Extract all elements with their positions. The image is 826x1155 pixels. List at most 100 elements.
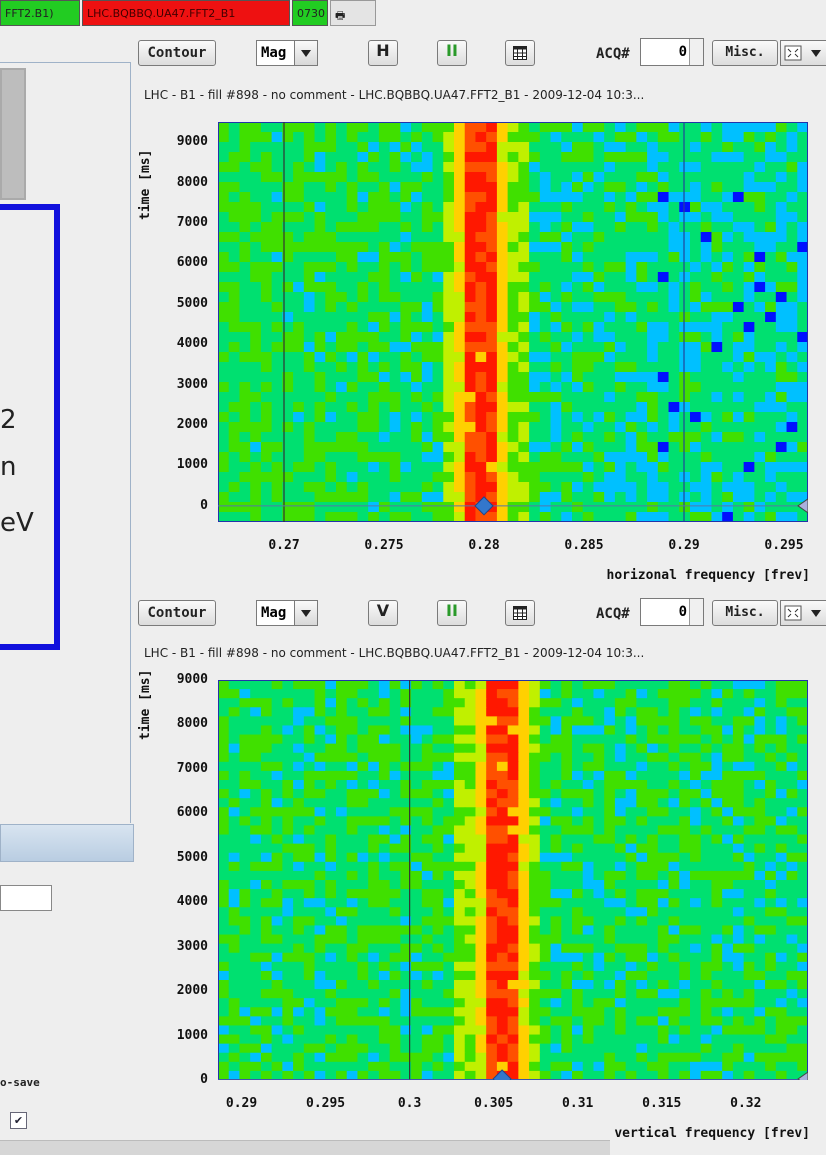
heatmap-cell (786, 372, 798, 383)
chevron-down-icon[interactable] (294, 41, 317, 65)
heatmap-cell (239, 372, 251, 383)
heatmap-cell (325, 142, 337, 153)
heatmap-cell (250, 372, 262, 383)
heatmap-cell (314, 752, 326, 763)
heatmap-cell (743, 152, 755, 163)
zoom-select[interactable] (780, 40, 826, 66)
contour-button[interactable]: Contour (138, 600, 216, 626)
heatmap-cell (572, 412, 584, 423)
heatmap-cell (765, 272, 777, 283)
heatmap-cell (336, 172, 348, 183)
heatmap-cell (614, 152, 627, 163)
heatmap-cell (539, 222, 552, 233)
left-text-field[interactable] (0, 885, 52, 911)
acq-spinner[interactable]: 0 (640, 598, 704, 626)
contour-button[interactable]: Contour (138, 40, 216, 66)
heatmap-cell (346, 880, 359, 890)
heatmap-cell (786, 943, 798, 954)
peak-marker-icon[interactable] (474, 496, 494, 516)
pause-button[interactable]: II (437, 600, 467, 626)
zoom-select[interactable] (780, 600, 826, 626)
heatmap-cell (604, 392, 616, 403)
heatmap-cell (550, 961, 562, 972)
chevron-down-icon[interactable] (294, 601, 317, 625)
slider-handle-icon[interactable] (797, 1071, 808, 1080)
peak-marker-icon[interactable] (492, 1069, 512, 1080)
heatmap-cell (464, 761, 477, 772)
heatmap-cell (722, 152, 734, 163)
heatmap-cell (561, 312, 573, 323)
heatmap-cell (647, 970, 659, 981)
heatmap-cell (250, 852, 262, 863)
heatmap-cell (432, 934, 444, 945)
heatmap-cell (743, 482, 755, 493)
heatmap-horizontal[interactable] (218, 122, 808, 522)
heatmap-cell (722, 342, 734, 353)
heatmap-cell (239, 752, 251, 763)
heatmap-vertical[interactable] (218, 680, 808, 1080)
heatmap-cell (668, 152, 680, 163)
heatmap-cell (636, 422, 648, 433)
heatmap-cell (357, 412, 369, 423)
top-tab-3[interactable]: 0730 (292, 0, 328, 26)
heatmap-cell (496, 192, 509, 203)
heatmap-cell (711, 970, 723, 981)
mag-select[interactable]: Mag (256, 40, 318, 66)
plane-button[interactable]: V (368, 600, 398, 626)
printer-icon[interactable]: 🖶 (330, 0, 376, 26)
heatmap-cell (743, 898, 755, 908)
heatmap-cell (647, 961, 659, 972)
heatmap-cell (271, 382, 283, 393)
heatmap-cell (496, 152, 509, 163)
heatmap-cell (368, 1025, 380, 1036)
misc-button[interactable]: Misc. (712, 600, 778, 626)
heatmap-cell (539, 482, 552, 493)
heatmap-cell (657, 122, 670, 133)
spinner-arrows-icon[interactable] (689, 39, 703, 65)
top-tab-1[interactable]: FFT2.B1) (0, 0, 80, 26)
acq-spinner[interactable]: 0 (640, 38, 704, 66)
pause-button[interactable]: II (437, 40, 467, 66)
heatmap-cell (593, 1016, 605, 1027)
slider-handle-icon[interactable] (797, 498, 808, 514)
autosave-checkbox[interactable]: ✔ (10, 1112, 27, 1129)
misc-button[interactable]: Misc. (712, 40, 778, 66)
heatmap-cell (711, 182, 723, 193)
heatmap-cell (604, 412, 616, 423)
table-icon[interactable] (505, 600, 535, 626)
heatmap-cell (496, 916, 509, 927)
heatmap-cell (657, 392, 670, 403)
heatmap-cell (679, 362, 691, 373)
spinner-arrows-icon[interactable] (689, 599, 703, 625)
heatmap-cell (443, 452, 455, 463)
heatmap-cell (700, 952, 713, 963)
heatmap-cell (496, 1043, 509, 1054)
heatmap-cell (732, 222, 745, 233)
heatmap-cell (518, 492, 530, 503)
heatmap-cell (722, 870, 734, 881)
top-tab-2[interactable]: LHC.BQBBQ.UA47.FFT2_B1 (82, 0, 290, 26)
heatmap-cell (679, 402, 691, 413)
heatmap-cell (636, 680, 648, 690)
heatmap-cell (743, 332, 755, 343)
heatmap-cell (314, 232, 326, 243)
heatmap-cell (389, 492, 401, 503)
heatmap-cell (550, 1043, 562, 1054)
heatmap-cell (432, 502, 444, 513)
mag-select[interactable]: Mag (256, 600, 318, 626)
heatmap-cell (775, 472, 788, 483)
heatmap-cell (550, 989, 562, 999)
heatmap-cell (389, 961, 401, 972)
heatmap-cell (303, 142, 316, 153)
heatmap-cell (507, 422, 519, 433)
heatmap-cell (314, 142, 326, 153)
heatmap-cell (368, 192, 380, 203)
plane-button[interactable]: H (368, 40, 398, 66)
heatmap-cell (797, 1016, 808, 1027)
heatmap-cell (486, 698, 498, 708)
heatmap-cell (700, 998, 713, 1008)
heatmap-cell (411, 916, 423, 927)
heatmap-cell (657, 780, 670, 790)
heatmap-cell (464, 989, 477, 999)
table-icon[interactable] (505, 40, 535, 66)
